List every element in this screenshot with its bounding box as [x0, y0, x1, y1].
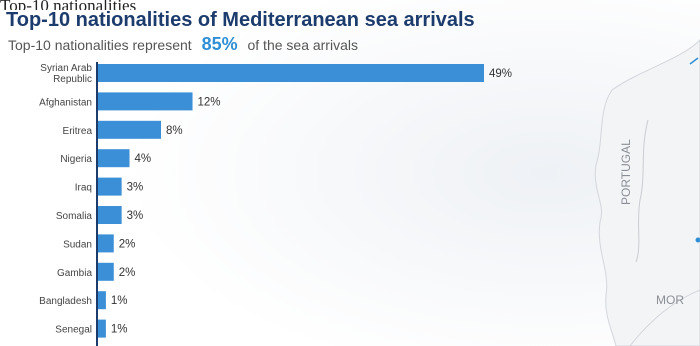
bar-8 — [98, 291, 106, 310]
chart-title: Top-10 nationalities of Mediterranean se… — [6, 9, 475, 31]
category-label-6: Sudan — [63, 239, 92, 250]
category-label-line: Afghanistan — [39, 97, 92, 108]
category-label-5: Somalia — [56, 211, 93, 222]
category-label-line: Somalia — [56, 211, 93, 222]
category-label-3: Nigeria — [60, 154, 92, 165]
category-label-line: Republic — [53, 74, 92, 85]
category-label-9: Senegal — [55, 325, 92, 336]
bar-value-label-5: 3% — [127, 210, 144, 222]
category-label-0: Syrian Arab Republic — [40, 63, 92, 85]
map-label-portugal: PORTUGAL — [619, 139, 633, 205]
bar-7 — [98, 262, 114, 281]
category-label-line: Nigeria — [60, 154, 92, 165]
category-label-8: Bangladesh — [39, 296, 92, 307]
bar-value-label-7: 2% — [119, 267, 136, 279]
bar-2 — [98, 120, 162, 139]
bar-value-label-8: 1% — [111, 295, 128, 307]
category-label-line: Bangladesh — [39, 296, 92, 307]
portugal-border — [635, 119, 649, 263]
bar-3 — [98, 149, 130, 168]
category-label-line: Gambia — [57, 268, 92, 279]
morocco-coastline — [629, 289, 700, 346]
chart-subtitle: Top-10 nationalities represent 85% of th… — [8, 34, 358, 55]
category-label-1: Afghanistan — [39, 97, 92, 108]
category-label-4: Iraq — [75, 183, 92, 194]
bar-value-label-0: 49% — [489, 68, 512, 80]
iberian-coastline — [594, 39, 700, 346]
bar-1 — [98, 92, 193, 111]
bar-value-label-3: 4% — [135, 153, 152, 165]
bar-value-label-4: 3% — [127, 182, 144, 194]
bar-value-label-6: 2% — [119, 238, 136, 250]
subtitle-prefix: Top-10 nationalities represent — [8, 37, 192, 53]
category-label-line: Syrian Arab — [40, 63, 92, 74]
subtitle-highlight: 85% — [201, 34, 238, 54]
bar-0 — [98, 64, 484, 82]
category-label-line: Iraq — [75, 183, 92, 194]
bar-4 — [98, 177, 122, 196]
category-label-line: Senegal — [55, 325, 92, 336]
category-label-line: Eritrea — [63, 126, 93, 137]
bar-value-label-9: 1% — [111, 324, 128, 336]
category-label-line: Sudan — [63, 239, 92, 250]
bar-6 — [98, 234, 114, 253]
bar-5 — [98, 206, 122, 224]
bar-value-label-2: 8% — [166, 125, 183, 137]
bar-value-label-1: 12% — [198, 96, 221, 108]
map-marker-arrow — [689, 57, 699, 65]
category-label-2: Eritrea — [63, 126, 93, 137]
cropped-top-text: Top-10 nationalities — [0, 0, 137, 10]
bar-9 — [98, 319, 106, 338]
subtitle-suffix: of the sea arrivals — [247, 37, 358, 53]
map-label-mor: MOR — [656, 293, 684, 307]
map-marker — [695, 237, 700, 243]
category-label-7: Gambia — [57, 268, 92, 279]
